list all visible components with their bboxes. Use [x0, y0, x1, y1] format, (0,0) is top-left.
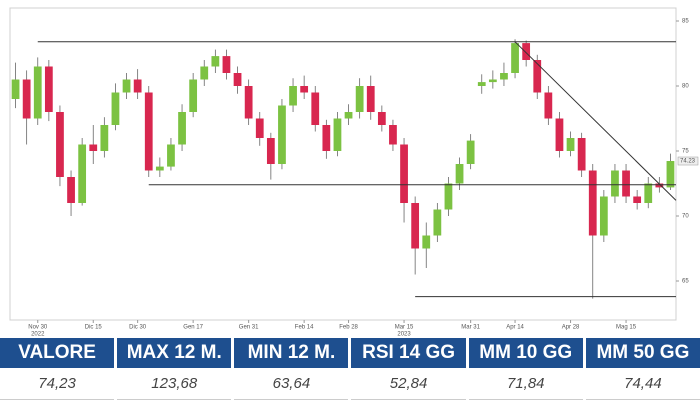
x-tick-label: Feb 28 [339, 325, 358, 331]
candle-body [344, 112, 353, 119]
candle-body [599, 196, 608, 236]
candle-body [666, 161, 675, 188]
candle-body [155, 166, 164, 171]
table-header: VALORE [0, 338, 115, 368]
candle-body [655, 183, 664, 188]
candle-body [477, 82, 486, 86]
table-value: 74,44 [585, 368, 700, 400]
y-tick-label: 80 [682, 84, 689, 90]
candle-body [355, 86, 364, 112]
y-tick-label: 70 [682, 214, 689, 220]
candle-body [300, 86, 309, 93]
candle-body [100, 125, 109, 151]
x-tick-label: Apr 14 [506, 325, 524, 331]
candle-body [144, 92, 153, 171]
candle-body [366, 86, 375, 112]
candle-body [466, 140, 475, 164]
table-value: 71,84 [468, 368, 583, 400]
y-tick-label: 75 [682, 149, 689, 155]
candle-body [444, 183, 453, 210]
candle-body [133, 79, 142, 93]
plot-frame [9, 7, 677, 321]
candle-body [322, 125, 331, 151]
x-tick-label: Apr 28 [562, 325, 580, 331]
candle-body [189, 79, 198, 112]
candle-body [389, 125, 397, 145]
x-year-label: 2022 [31, 332, 45, 336]
candle-body [555, 118, 564, 151]
table-header: MM 50 GG [585, 338, 700, 368]
x-tick-label: Feb 14 [295, 325, 314, 331]
y-tick-label: 85 [682, 19, 689, 25]
x-tick-label: Mar 31 [461, 325, 480, 331]
candle-body [11, 79, 20, 99]
candle-body [544, 92, 553, 119]
candle-body [633, 196, 642, 203]
candle-body [533, 60, 542, 93]
candle-body [511, 43, 519, 73]
candle-body [488, 79, 497, 83]
candle-body [278, 105, 286, 164]
candle-body [178, 112, 186, 145]
candle-body [577, 138, 586, 171]
candle-body [500, 73, 508, 80]
candle-body [311, 92, 320, 125]
candle-body [644, 183, 653, 203]
table-header: MM 10 GG [468, 338, 583, 368]
candle-body [211, 56, 220, 67]
candle-body [588, 170, 597, 236]
candle-body [422, 235, 431, 249]
candle-body [255, 118, 264, 138]
candle-body [289, 86, 297, 106]
candle-body [89, 144, 98, 151]
candle-body [244, 86, 253, 119]
candle-body [400, 144, 408, 203]
candle-body [377, 112, 386, 125]
x-tick-label: Dic 15 [85, 325, 103, 331]
candle-body [33, 66, 42, 119]
candle-body [167, 144, 175, 167]
candle-body [111, 92, 120, 125]
table-header: MAX 12 M. [117, 338, 232, 368]
candle-body [411, 203, 420, 249]
table-value: 52,84 [351, 368, 466, 400]
candle-body [78, 144, 87, 203]
stats-table: VALORE MAX 12 M. MIN 12 M. RSI 14 GG MM 10 G… [0, 338, 700, 400]
candle-body [67, 177, 75, 203]
candle-body [222, 56, 231, 73]
x-tick-label: Mar 15 [395, 325, 414, 331]
last-value-label: 74.23 [680, 159, 696, 165]
x-tick-label: Gen 31 [239, 325, 259, 331]
table-header: MIN 12 M. [234, 338, 349, 368]
candle-body [200, 66, 209, 80]
x-tick-label: Dic 30 [129, 325, 147, 331]
candle-body [233, 73, 242, 86]
candle-body [333, 118, 342, 151]
candle-body [611, 170, 619, 197]
candle-body [56, 112, 64, 177]
candle-body [566, 138, 575, 151]
candle-body [622, 170, 630, 197]
x-year-label: 2023 [397, 332, 411, 336]
candle-body [455, 164, 464, 184]
candle-body [266, 138, 275, 164]
candle-body [22, 79, 31, 119]
candle-body [44, 66, 53, 112]
y-tick-label: 65 [682, 279, 689, 285]
x-tick-label: Gen 17 [183, 325, 203, 331]
table-header: RSI 14 GG [351, 338, 466, 368]
trend-line [514, 41, 677, 201]
x-tick-label: Nov 30 [28, 325, 48, 331]
x-tick-label: Mag 15 [616, 325, 637, 331]
table-value: 63,64 [234, 368, 349, 400]
candle-body [522, 43, 531, 60]
table-value: 74,23 [0, 368, 115, 400]
candle-body [433, 209, 442, 236]
table-value: 123,68 [117, 368, 232, 400]
last-value-box [677, 156, 699, 166]
candle-body [122, 79, 131, 93]
